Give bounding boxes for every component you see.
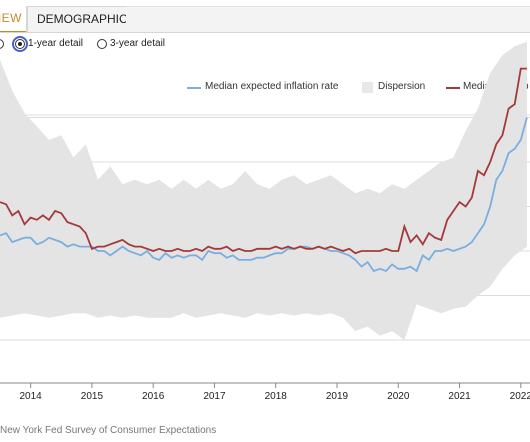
x-tick-label: 2015 [81, 391, 104, 402]
x-tick-label: 2017 [203, 391, 226, 402]
x-tick-label: 2021 [448, 391, 471, 402]
tab-overview-label: NEW [0, 11, 22, 25]
x-tick-label: 2018 [265, 391, 288, 402]
radio-1-year-label[interactable]: 1-year detail [28, 38, 84, 49]
x-tick-label: 2016 [142, 391, 165, 402]
radio-3-year-label[interactable]: 3-year detail [110, 38, 166, 49]
tab-bar-divider [0, 32, 530, 33]
tab-demographics-label: DEMOGRAPHICS [37, 12, 136, 26]
x-tick-label: 2014 [20, 391, 43, 402]
x-tick-label: 2022 [510, 391, 530, 402]
legend-dispersion-swatch [362, 82, 373, 93]
tab-bar: NEW DEMOGRAPHICS [0, 0, 530, 33]
median-expected-line [0, 117, 528, 273]
legend-median-swatch [187, 87, 201, 89]
legend-median-label: Median expected inflation rate [205, 81, 339, 92]
x-axis-ticks: 2014 2015 2016 2017 2018 2019 2020 2021 2022 [20, 383, 530, 402]
tab-bar-background [126, 6, 530, 33]
median-point-line [0, 67, 527, 255]
legend-point-swatch [446, 87, 460, 89]
x-tick-label: 2020 [387, 391, 410, 402]
radio-3-year[interactable] [97, 39, 107, 49]
x-tick-label: 2019 [326, 391, 349, 402]
dispersion-band [0, 41, 527, 341]
source-note: New York Fed Survey of Consumer Expectat… [0, 425, 216, 436]
tab-demographics[interactable]: DEMOGRAPHICS [27, 6, 136, 33]
source-text: New York Fed Survey of Consumer Expectat… [0, 425, 217, 436]
radio-focus-ring [12, 36, 28, 52]
legend-dispersion-label: Dispersion [378, 81, 426, 92]
